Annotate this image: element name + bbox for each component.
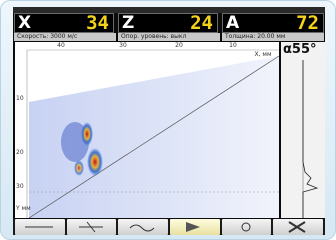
echo-spot [81,122,93,146]
top-tick-label: 10 [229,42,237,49]
readout-label: Z [122,13,134,33]
b-scan-image: 40 30 20 10 X, мм 10 20 30 Y мм [15,42,279,218]
tool-button[interactable] [222,219,272,235]
readout-value: 34 [86,12,109,34]
tool-button[interactable] [170,219,220,235]
b-scan: 40 30 20 10 X, мм 10 20 30 Y мм [15,42,279,218]
a-scan-trace [303,60,317,218]
tool-button[interactable] [273,219,323,235]
readout-value: 72 [296,12,319,34]
info-thickness: Толщина: 20.00 мм [222,33,324,41]
a-scan [281,42,325,218]
left-axis-unit: Y мм [15,205,31,212]
tool-button[interactable] [15,219,65,235]
device-frame: X 34 Z 24 A 72 Скорость: 3000 м/с Опор. … [0,0,336,240]
tool-button[interactable] [118,219,168,235]
a-scan-panel: α55° [281,42,325,218]
readout-x: X 34 [14,13,114,33]
echo-spot [87,148,103,176]
left-tick-label: 10 [16,95,24,102]
readout-label: X [18,13,31,33]
screen: X 34 Z 24 A 72 Скорость: 3000 м/с Опор. … [13,7,325,235]
top-tick-label: 20 [175,42,183,49]
info-level: Опор. уровень: выкл [118,33,220,41]
top-tick-label: 30 [119,42,127,49]
readout-z: Z 24 [118,13,218,33]
tool-button[interactable] [67,219,117,235]
readout-value: 24 [190,12,213,34]
toolbar [13,219,325,235]
readout-label: A [226,13,239,33]
left-tick-label: 30 [16,183,24,190]
readout-a: A 72 [222,13,324,33]
echo-spot [74,160,84,176]
left-tick-label: 20 [16,149,24,156]
top-tick-label: 40 [57,42,65,49]
top-axis-unit: X, мм [255,51,272,58]
info-speed: Скорость: 3000 м/с [14,33,116,41]
